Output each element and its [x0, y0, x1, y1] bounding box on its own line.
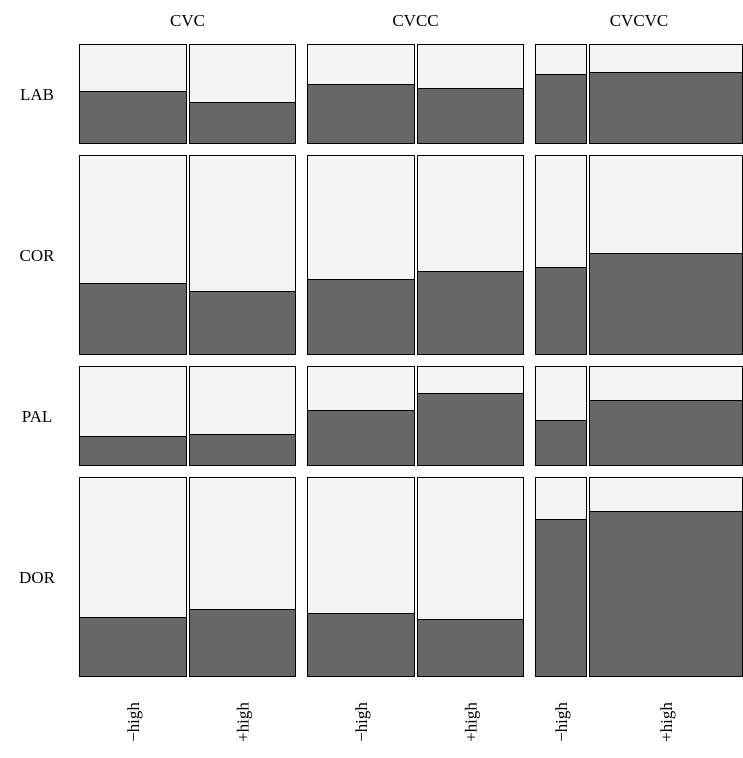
column-label-cvc: CVC	[170, 11, 205, 30]
cell-dor-cvcvc-minus-high-fill	[535, 519, 587, 677]
subgroup-label-cvcvc-minus-high: −high	[552, 702, 571, 742]
cell-pal-cvcvc-minus-high-fill	[535, 420, 587, 466]
row-label-cor: COR	[20, 246, 56, 265]
subgroup-label-cvc-plus-high: +high	[234, 702, 253, 742]
cell-lab-cvcc-plus-high-fill	[417, 88, 524, 144]
cell-dor-cvcvc-plus-high-fill	[589, 511, 743, 677]
cell-cor-cvcc-minus-high-fill	[307, 279, 415, 355]
mosaic-cells	[79, 44, 743, 677]
cell-lab-cvc-plus-high-fill	[189, 102, 296, 144]
cell-dor-cvcc-plus-high-fill	[417, 619, 524, 677]
subgroup-label-cvc-minus-high: −high	[124, 702, 143, 742]
column-header-labels: CVC CVCC CVCVC	[170, 11, 668, 30]
cell-lab-cvcvc-minus-high-fill	[535, 74, 587, 144]
cell-cor-cvcvc-minus-high-fill	[535, 267, 587, 355]
cell-dor-cvcc-minus-high-fill	[307, 613, 415, 677]
cell-pal-cvcc-minus-high-fill	[307, 410, 415, 466]
row-label-pal: PAL	[22, 407, 53, 426]
cell-cor-cvc-minus-high-fill	[79, 283, 187, 355]
cell-pal-cvcvc-plus-high-fill	[589, 400, 743, 466]
subgroup-label-cvcc-minus-high: −high	[352, 702, 371, 742]
row-label-lab: LAB	[20, 85, 54, 104]
cell-dor-cvc-minus-high-fill	[79, 617, 187, 677]
column-label-cvcvc: CVCVC	[610, 11, 669, 30]
row-labels: LAB COR PAL DOR	[19, 85, 56, 587]
row-label-dor: DOR	[19, 568, 56, 587]
column-label-cvcc: CVCC	[392, 11, 438, 30]
cell-pal-cvcc-plus-high-fill	[417, 393, 524, 466]
subgroup-labels: −high +high −high +high −high +high	[124, 702, 676, 742]
cell-pal-cvc-minus-high-fill	[79, 436, 187, 466]
subgroup-label-cvcc-plus-high: +high	[462, 702, 481, 742]
cell-cor-cvcc-plus-high-fill	[417, 271, 524, 355]
cell-lab-cvcc-minus-high-fill	[307, 84, 415, 144]
cell-cor-cvcvc-plus-high-fill	[589, 253, 743, 355]
subgroup-label-cvcvc-plus-high: +high	[657, 702, 676, 742]
cell-pal-cvc-plus-high-fill	[189, 434, 296, 466]
cell-lab-cvc-minus-high-fill	[79, 91, 187, 144]
cell-dor-cvc-plus-high-fill	[189, 609, 296, 677]
cell-cor-cvc-plus-high-fill	[189, 291, 296, 355]
cell-lab-cvcvc-plus-high-fill	[589, 72, 743, 144]
